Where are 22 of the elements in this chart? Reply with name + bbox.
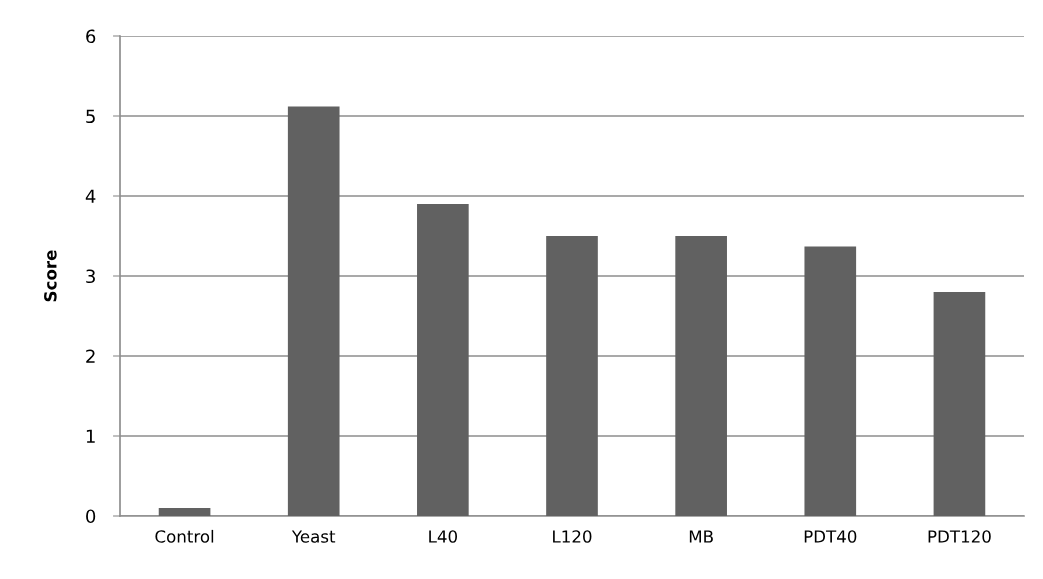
- x-tick-label: Control: [155, 529, 214, 543]
- y-tick-label: 3: [86, 269, 95, 284]
- x-tick-label: L120: [553, 530, 592, 543]
- y-tick-label: 1: [86, 429, 95, 443]
- bar: [417, 204, 469, 516]
- y-tick-label: 6: [86, 29, 96, 44]
- y-tick-label: 4: [85, 189, 96, 203]
- x-tick-label: L40: [429, 530, 457, 543]
- x-tick-label: MB: [689, 530, 713, 543]
- bar: [158, 508, 211, 516]
- bar: [546, 236, 598, 516]
- bar: [933, 292, 986, 516]
- x-tick-label: PDT40: [804, 530, 857, 543]
- x-tick-label: Yeast: [291, 530, 336, 543]
- bar: [804, 246, 857, 516]
- y-tick-label: 0: [86, 509, 96, 524]
- y-tick-label: 5: [86, 109, 95, 124]
- y-axis-title: Score: [44, 250, 57, 302]
- bar: [675, 236, 727, 516]
- x-tick-label: PDT120: [928, 530, 991, 543]
- bar: [287, 106, 340, 516]
- y-tick-label: 2: [86, 349, 95, 363]
